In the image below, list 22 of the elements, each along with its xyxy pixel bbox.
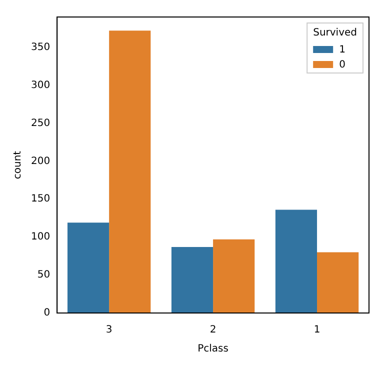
x-tick-label: 3 <box>106 324 112 336</box>
bar <box>317 252 359 313</box>
bar <box>109 30 151 313</box>
legend-label: 1 <box>339 44 346 56</box>
y-tick-label: 0 <box>44 308 50 319</box>
y-tick-label: 300 <box>30 80 50 91</box>
legend-label: 0 <box>339 60 346 71</box>
x-tick-label: 2 <box>210 324 216 336</box>
x-tick-label: 1 <box>314 324 320 336</box>
y-tick-label: 250 <box>30 118 50 129</box>
bar <box>275 210 318 313</box>
legend-title: Survived <box>313 28 358 39</box>
y-tick-label: 50 <box>37 270 50 281</box>
y-tick-label: 100 <box>30 232 50 243</box>
y-tick-label: 150 <box>30 194 50 205</box>
y-axis-title: count <box>12 150 24 180</box>
bar <box>171 246 214 313</box>
x-axis-title: Pclass <box>198 344 228 355</box>
y-tick-label: 200 <box>30 156 50 167</box>
bar <box>67 222 110 313</box>
y-tick-label: 350 <box>30 42 50 53</box>
bar <box>213 239 255 313</box>
